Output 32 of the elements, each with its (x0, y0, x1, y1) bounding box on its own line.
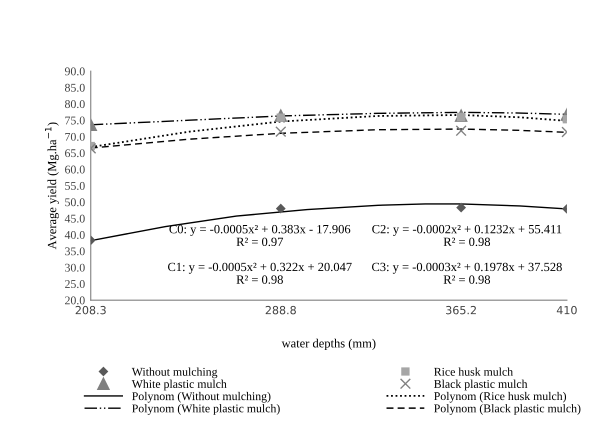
x-tick-label: 410 (556, 306, 577, 314)
x-tick-label: 208.3 (76, 306, 106, 314)
annotation: C2: y = -0.0002x² + 0.1232x + 55.411 R² = 0.98 (372, 224, 562, 246)
y-tick-label: 30.0 (65, 264, 85, 272)
legend-label: Rice husk mulch (434, 367, 513, 376)
y-tick-label: 45.0 (64, 214, 85, 223)
x-tick-label: 365.2 (446, 306, 476, 314)
legend-label: Black plastic mulch (434, 380, 528, 390)
legend-label: Without mulching (132, 367, 218, 378)
y-tick-label: 35.0 (65, 247, 85, 256)
y-tick-label: 20.0 (65, 296, 85, 304)
y-tick-label: 25.0 (65, 280, 85, 288)
legend-label: Polynom (Without mulching) (132, 392, 270, 403)
x-tick-label: 288.8 (266, 306, 296, 314)
y-axis-title: Average yield (Mg.ha$^{−1}$) (44, 122, 59, 250)
y-tick-label: 80.0 (64, 100, 85, 108)
x-axis-title: water depths (mm) (282, 338, 376, 350)
y-tick-label: 60.0 (65, 166, 85, 174)
legend-label: Polynom (Rice husk mulch) (434, 392, 566, 403)
annotation: C3: y = -0.0003x² + 0.1978x + 37.528 R² = 0.98 (372, 262, 562, 284)
y-tick-label: 55.0 (65, 182, 85, 190)
y-tick-label: 85.0 (64, 84, 85, 92)
y-tick-label: 40.0 (64, 230, 85, 239)
legend-label: White plastic mulch (132, 380, 227, 390)
y-tick-label: 90.0 (64, 67, 85, 76)
y-tick-label: 70.0 (65, 132, 85, 141)
annotation: C1: y = -0.0005x² + 0.322x + 20.047 R² = 0.98 (168, 262, 352, 284)
y-tick-label: 75.0 (65, 116, 85, 124)
y-tick-label: 50.0 (65, 198, 85, 206)
legend-label: Polynom (White plastic mulch) (132, 404, 280, 415)
y-tick-label: 65.0 (65, 149, 85, 158)
legend-label: Polynom (Black plastic mulch) (434, 404, 580, 415)
